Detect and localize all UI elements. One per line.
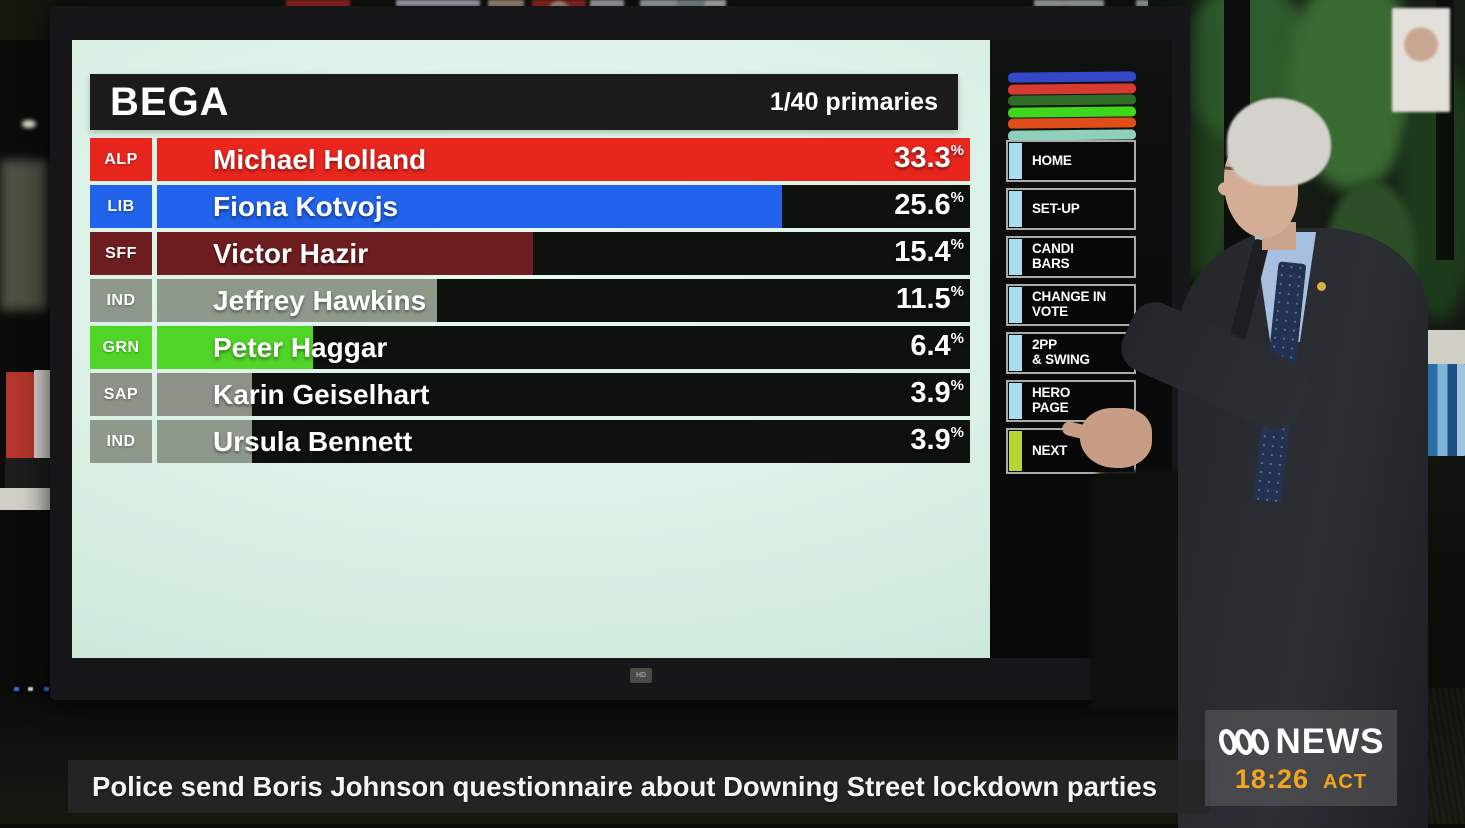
vote-percentage: 15.4%	[894, 232, 964, 275]
ceiling-light	[22, 120, 36, 128]
vote-percentage: 6.4%	[910, 326, 964, 369]
presenter-hair	[1227, 98, 1331, 186]
party-tag: SAP	[90, 373, 152, 416]
menu-button-2pp-swing[interactable]: 2PP & SWING	[1006, 332, 1136, 374]
legend-stripe	[1008, 71, 1136, 83]
background-monitor-portrait	[1392, 8, 1450, 112]
percent-sign: %	[950, 330, 964, 347]
vote-bar: Jeffrey Hawkins 11.5%	[157, 279, 970, 322]
touchscreen-tv: BEGA 1/40 primaries ALP Michael Holland …	[50, 6, 1190, 700]
status-led	[14, 687, 19, 691]
legend-stripe	[1008, 105, 1136, 118]
vote-bar: Michael Holland 33.3%	[157, 138, 970, 181]
party-tag: SFF	[90, 232, 152, 275]
menu-button-home[interactable]: HOME	[1006, 140, 1136, 182]
status-led	[44, 687, 49, 691]
vote-bar-fill	[157, 138, 970, 181]
candidate-name: Ursula Bennett	[213, 425, 413, 457]
party-colour-legend	[1008, 71, 1136, 141]
legend-stripe	[1008, 117, 1136, 129]
percent-sign: %	[950, 142, 964, 159]
vote-bar-fill	[157, 420, 253, 463]
time-display: 18:26 ACT	[1235, 764, 1367, 795]
candidate-row[interactable]: IND Jeffrey Hawkins 11.5%	[90, 279, 970, 322]
button-accent-stripe	[1009, 287, 1022, 323]
candidate-row[interactable]: LIB Fiona Kotvojs 25.6%	[90, 185, 970, 228]
vote-percentage: 3.9%	[910, 420, 964, 463]
percent-sign: %	[950, 377, 964, 394]
timezone-label: ACT	[1322, 770, 1368, 793]
party-tag: LIB	[90, 185, 152, 228]
candidate-name: Peter Haggar	[213, 331, 388, 363]
legend-stripe	[1008, 82, 1136, 95]
vote-bar-fill	[157, 279, 438, 322]
party-tag: IND	[90, 420, 152, 463]
candidate-name: Karin Geiselhart	[213, 378, 430, 410]
button-accent-stripe	[1009, 191, 1022, 227]
vote-bar-fill	[157, 326, 314, 369]
candidate-name: Victor Hazir	[213, 237, 369, 269]
candidate-row[interactable]: SFF Victor Hazir 15.4%	[90, 232, 970, 275]
candidate-rows: ALP Michael Holland 33.3% LIB Fiona Kotv…	[90, 138, 970, 467]
vote-percentage: 33.3%	[894, 138, 964, 181]
button-accent-stripe	[1009, 143, 1022, 179]
vote-bar: Fiona Kotvojs 25.6%	[157, 185, 970, 228]
button-accent-stripe	[1009, 239, 1022, 275]
news-wordmark: NEWS	[1275, 721, 1385, 761]
legend-stripe	[1008, 128, 1136, 141]
vote-bar: Peter Haggar 6.4%	[157, 326, 970, 369]
status-led	[28, 687, 33, 691]
candidate-name: Fiona Kotvojs	[213, 190, 399, 222]
vote-bar-fill	[157, 185, 783, 228]
channel-bug: NEWS 18:26 ACT	[1205, 710, 1397, 806]
vote-bar-fill	[157, 373, 253, 416]
electorate-name: BEGA	[110, 79, 230, 124]
lapel-pin	[1317, 282, 1326, 291]
cabinet	[0, 160, 48, 310]
clock-time: 18:26	[1234, 763, 1309, 794]
menu-button-candi-bars[interactable]: CANDI BARS	[1006, 236, 1136, 278]
headline-text: Police send Boris Johnson questionnaire …	[92, 770, 1158, 802]
book-row	[1426, 364, 1465, 456]
button-accent-stripe	[1009, 431, 1022, 471]
vote-percentage: 3.9%	[910, 373, 964, 416]
party-tag: ALP	[90, 138, 152, 181]
menu-button-change-in-vote[interactable]: CHANGE IN VOTE	[1006, 284, 1136, 326]
percent-sign: %	[950, 236, 964, 253]
electorate-header: BEGA 1/40 primaries	[90, 74, 958, 130]
abc-lissajous-icon	[1218, 728, 1269, 755]
candidate-name: Michael Holland	[213, 143, 427, 175]
count-progress: 1/40 primaries	[769, 87, 938, 116]
candidate-name: Jeffrey Hawkins	[213, 284, 427, 316]
vote-percentage: 25.6%	[894, 185, 964, 228]
percent-sign: %	[950, 283, 964, 300]
menu-button-set-up[interactable]: SET-UP	[1006, 188, 1136, 230]
abc-news-logo: NEWS	[1218, 722, 1385, 762]
vote-bar-fill	[157, 232, 533, 275]
news-ticker: Police send Boris Johnson questionnaire …	[68, 760, 1210, 813]
vote-percentage: 11.5%	[896, 279, 964, 322]
vote-bar: Ursula Bennett 3.9%	[157, 420, 970, 463]
presenter-nose	[1218, 182, 1236, 196]
tv-screen: BEGA 1/40 primaries ALP Michael Holland …	[72, 40, 1172, 658]
percent-sign: %	[950, 424, 964, 441]
button-accent-stripe	[1009, 383, 1022, 419]
vote-bar: Victor Hazir 15.4%	[157, 232, 970, 275]
party-tag: GRN	[90, 326, 152, 369]
candidate-row[interactable]: GRN Peter Haggar 6.4%	[90, 326, 970, 369]
button-accent-stripe	[1009, 335, 1022, 371]
candidate-row[interactable]: ALP Michael Holland 33.3%	[90, 138, 970, 181]
party-tag: IND	[90, 279, 152, 322]
legend-stripe	[1008, 94, 1136, 106]
candidate-row[interactable]: IND Ursula Bennett 3.9%	[90, 420, 970, 463]
percent-sign: %	[950, 189, 964, 206]
results-canvas: BEGA 1/40 primaries ALP Michael Holland …	[72, 40, 990, 658]
vote-bar: Karin Geiselhart 3.9%	[157, 373, 970, 416]
candidate-row[interactable]: SAP Karin Geiselhart 3.9%	[90, 373, 970, 416]
book	[6, 372, 34, 468]
tv-brand-badge: HD	[630, 668, 652, 683]
